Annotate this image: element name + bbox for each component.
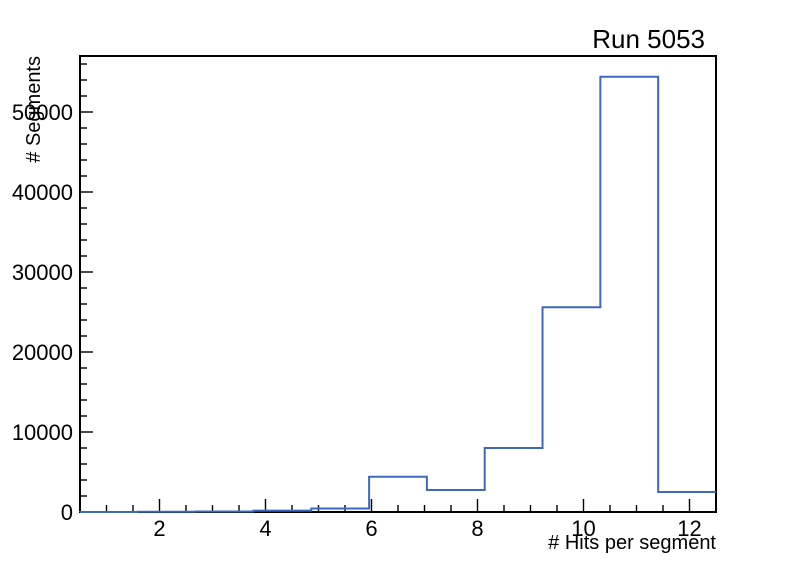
y-tick-label: 30000 <box>12 260 73 285</box>
x-tick-label: 12 <box>677 516 701 541</box>
plot-title: Run 5053 <box>592 24 705 54</box>
x-tick-label: 6 <box>365 516 377 541</box>
histogram-line <box>79 75 716 513</box>
y-tick-label: 10000 <box>12 420 73 445</box>
plot-frame <box>79 55 717 513</box>
x-axis-title: # Hits per segment <box>548 532 716 554</box>
chart-layer: 2 4 6 8 10 12 0 10000 20000 30000 40000 50000 <box>12 55 717 541</box>
y-axis-title: # Segments <box>23 56 45 163</box>
y-tick-label: 20000 <box>12 340 73 365</box>
x-tick-label: 8 <box>471 516 483 541</box>
y-tick-label: 0 <box>61 500 73 525</box>
x-tick-label: 10 <box>571 516 595 541</box>
y-tick-label: 40000 <box>12 180 73 205</box>
y-tick-label: 50000 <box>12 100 73 125</box>
x-tick-label: 4 <box>259 516 271 541</box>
x-tick-label: 2 <box>153 516 165 541</box>
